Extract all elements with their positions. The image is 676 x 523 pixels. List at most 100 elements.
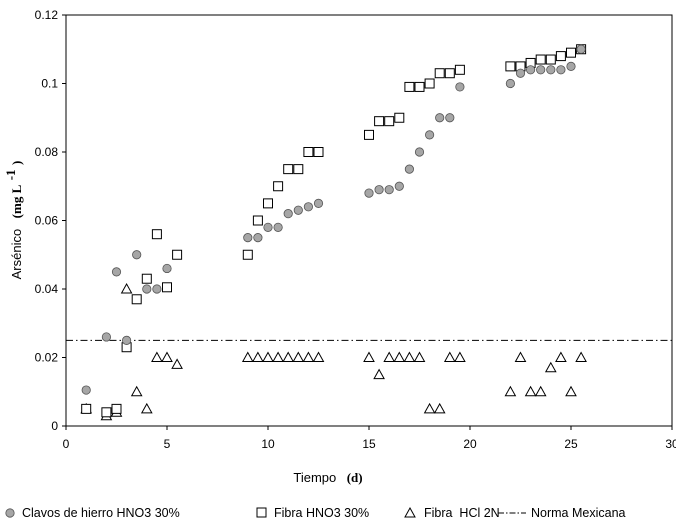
point-clavos-hierro	[384, 185, 394, 195]
point-fibra-hno3	[364, 129, 374, 140]
point-fibra-hcl	[443, 351, 456, 362]
legend-label-fibra-hno3: Fibra HNO3 30%	[274, 506, 369, 520]
point-clavos-hierro	[293, 205, 303, 215]
x-tick-label: 10	[261, 437, 275, 451]
point-fibra-hno3	[283, 164, 294, 175]
point-clavos-hierro	[101, 332, 112, 342]
y-tick-label: 0.02	[35, 351, 59, 365]
point-fibra-hcl	[433, 402, 446, 414]
point-clavos-hierro	[515, 68, 526, 78]
point-fibra-hcl	[524, 385, 537, 397]
point-clavos-hierro	[243, 233, 253, 243]
point-fibra-hno3	[566, 47, 576, 58]
point-fibra-hcl	[292, 351, 305, 362]
y-tick-label: 0.1	[41, 77, 58, 91]
point-fibra-hcl	[514, 351, 527, 362]
point-fibra-hcl	[423, 402, 436, 414]
y-tick-label: 0.06	[35, 214, 59, 228]
point-clavos-hierro	[394, 181, 404, 191]
point-clavos-hierro	[303, 202, 313, 212]
x-tick-label: 5	[164, 437, 171, 451]
x-axis-title: Tiempo (d)	[293, 469, 362, 486]
point-fibra-hno3	[384, 116, 395, 127]
point-fibra-hcl	[262, 351, 274, 362]
point-fibra-hcl	[504, 385, 517, 397]
point-fibra-hno3	[404, 81, 415, 92]
point-clavos-hierro	[313, 198, 324, 208]
point-clavos-hierro	[546, 65, 556, 75]
point-clavos-hierro	[162, 263, 172, 274]
point-fibra-hno3	[545, 54, 556, 65]
point-fibra-hcl	[252, 351, 264, 362]
point-clavos-hierro	[132, 250, 142, 260]
x-tick-label: 20	[463, 437, 477, 451]
point-clavos-hierro	[536, 65, 546, 75]
point-clavos-hierro	[253, 233, 263, 243]
point-clavos-hierro	[505, 78, 515, 89]
legend: Clavos de hierro HNO3 30% Fibra HNO3 30%…	[5, 506, 626, 520]
point-clavos-hierro	[374, 185, 384, 195]
point-clavos-hierro	[81, 385, 91, 395]
point-clavos-hierro	[525, 65, 536, 75]
point-clavos-hierro	[404, 164, 414, 174]
x-tick-label: 15	[362, 437, 376, 451]
point-clavos-hierro	[142, 284, 152, 294]
point-clavos-hierro	[566, 61, 576, 71]
point-fibra-hcl	[383, 351, 396, 362]
legend-label-fibra-hcl: Fibra HCl 2N	[424, 506, 500, 520]
point-fibra-hno3	[293, 164, 304, 175]
point-fibra-hno3	[505, 61, 516, 72]
point-fibra-hno3	[172, 249, 183, 260]
point-fibra-hcl	[171, 358, 183, 369]
point-fibra-hcl	[565, 385, 577, 397]
legend-marker-fibra-hcl	[404, 506, 416, 518]
data-series	[80, 44, 587, 421]
point-clavos-hierro	[414, 147, 425, 157]
y-tick-label: 0.04	[35, 282, 59, 296]
point-fibra-hno3	[81, 403, 92, 414]
point-fibra-hcl	[373, 368, 385, 380]
x-tick-label: 25	[564, 437, 578, 451]
y-axis-ticks: 0 0.02 0.04 0.06 0.08 0.1 0.12	[35, 8, 66, 433]
point-clavos-hierro	[445, 113, 455, 123]
legend-label-clavos: Clavos de hierro HNO3 30%	[22, 506, 180, 520]
point-fibra-hno3	[151, 229, 162, 240]
x-axis-unit: (d)	[347, 470, 363, 485]
point-fibra-hno3	[535, 54, 546, 65]
point-fibra-hcl	[555, 351, 567, 362]
point-clavos-hierro	[111, 267, 122, 277]
point-fibra-hcl	[575, 351, 587, 362]
point-fibra-hno3	[313, 147, 324, 157]
point-fibra-hno3	[111, 403, 122, 414]
point-fibra-hno3	[242, 249, 253, 260]
point-fibra-hno3	[555, 51, 566, 62]
point-fibra-hcl	[544, 361, 557, 373]
point-fibra-hno3	[101, 407, 112, 418]
y-tick-label: 0	[51, 419, 58, 433]
point-fibra-hno3	[273, 181, 284, 192]
point-fibra-hcl	[120, 282, 133, 294]
point-fibra-hno3	[414, 81, 425, 92]
point-fibra-hno3	[131, 294, 142, 305]
point-fibra-hno3	[162, 282, 172, 293]
y-tick-label: 0.08	[35, 145, 59, 159]
y-tick-label: 0.12	[35, 8, 59, 22]
plot-frame	[65, 14, 673, 427]
point-clavos-hierro	[273, 222, 283, 232]
point-fibra-hno3	[444, 68, 455, 79]
point-fibra-hcl	[241, 351, 254, 362]
point-clavos-hierro	[263, 222, 273, 232]
point-fibra-hcl	[413, 351, 426, 362]
point-fibra-hcl	[140, 402, 153, 414]
point-fibra-hcl	[130, 385, 143, 397]
point-fibra-hcl	[312, 351, 325, 362]
point-fibra-hno3	[454, 64, 465, 75]
point-fibra-hno3	[394, 112, 405, 123]
point-fibra-hcl	[403, 351, 416, 362]
point-clavos-hierro	[424, 130, 435, 140]
legend-marker-clavos	[5, 508, 15, 518]
x-axis-ticks: 0 5 10 15 20 25 30	[63, 426, 676, 451]
point-fibra-hno3	[303, 147, 314, 157]
point-fibra-hno3	[424, 78, 435, 89]
